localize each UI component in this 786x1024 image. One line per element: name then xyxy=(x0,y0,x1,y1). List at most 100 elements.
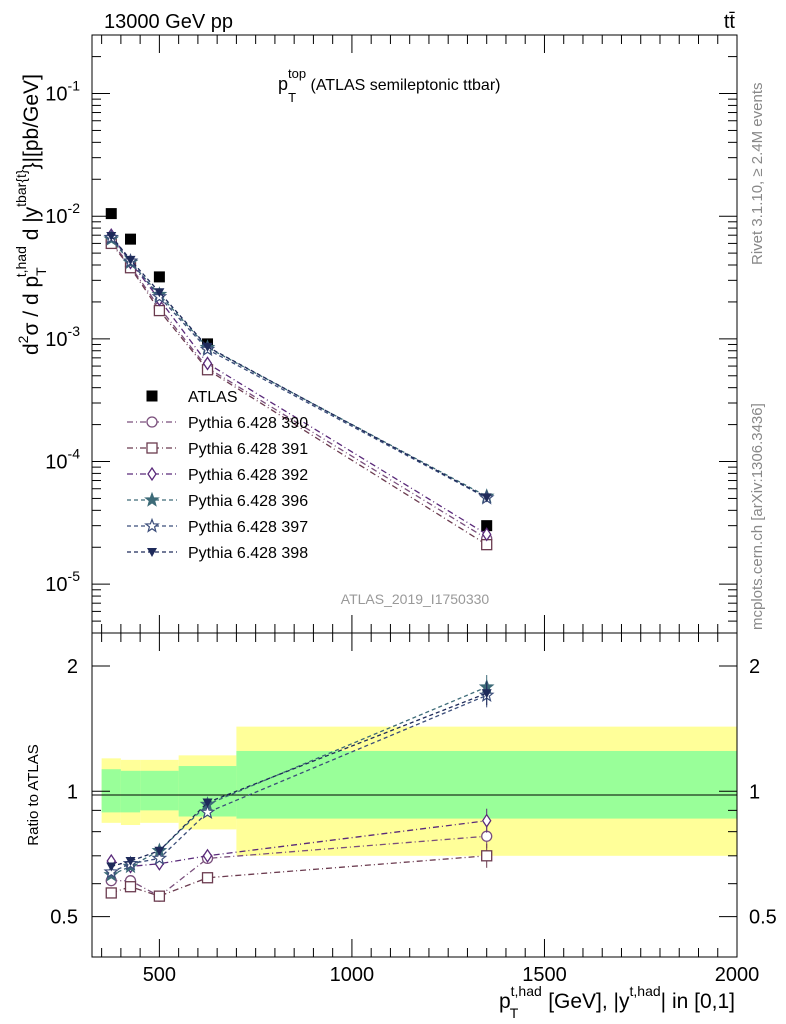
series-line xyxy=(110,235,488,498)
legend-marker xyxy=(144,517,160,533)
main-plot-title: ptop T (ATLAS semileptonic ttbar) xyxy=(278,66,500,105)
xtick-label: 500 xyxy=(143,964,176,986)
ratio-point xyxy=(481,830,493,842)
ratio-series-group xyxy=(103,675,495,902)
ratio-point xyxy=(481,689,492,699)
ratio-plot-frame xyxy=(91,632,738,958)
ratio-axis-ticks: 0.5 0.5 1 1 2 2 500 1000 1500 2000 xyxy=(50,633,777,986)
data-point xyxy=(105,208,117,220)
title-sub: T xyxy=(288,90,296,105)
data-point xyxy=(106,231,117,241)
xtick-label: 1500 xyxy=(522,964,567,986)
xtick-label: 1000 xyxy=(330,964,375,986)
legend-label: Pythia 6.428 392 xyxy=(188,467,308,484)
ratio-point xyxy=(105,887,117,899)
data-point xyxy=(202,356,213,371)
ratio-point xyxy=(124,881,137,893)
legend-label: Pythia 6.428 398 xyxy=(188,545,308,562)
data-point xyxy=(125,233,137,245)
mcplots-label: mcplots.cern.ch [arXiv:1306.3436] xyxy=(749,403,766,630)
main-axis-ticks: 10-1 10-2 10-3 10-4 10-5 xyxy=(45,35,738,634)
xaxis-label: pt,had T [GeV], |yt,had| in [0,1] xyxy=(499,983,735,1021)
main-ytick-label: 10-2 xyxy=(45,200,80,228)
legend-item: ATLAS xyxy=(146,389,238,406)
ratio-ytick-label: 1 xyxy=(67,781,78,803)
legend-label: Pythia 6.428 396 xyxy=(188,493,308,510)
main-ytick-label: 10-3 xyxy=(45,323,80,351)
ratio-series-pythia-6-428-391 xyxy=(105,843,493,902)
ratio-point xyxy=(199,804,216,819)
series-line xyxy=(110,234,488,535)
legend-marker xyxy=(147,466,157,482)
xlabel-sup2: t,had xyxy=(630,983,661,999)
legend-item: Pythia 6.428 391 xyxy=(127,441,308,458)
inner-uncertainty-band xyxy=(101,769,121,813)
xlabel-p: p xyxy=(499,990,511,1013)
legend-marker xyxy=(147,548,157,557)
ratio-point xyxy=(202,798,213,808)
legend-marker xyxy=(146,416,158,428)
ratio-ytick-label: 2 xyxy=(67,656,78,678)
inner-uncertainty-band xyxy=(236,750,737,819)
ratio-ylabel: Ratio to ATLAS xyxy=(25,744,42,845)
ratio-series-pythia-6-428-398 xyxy=(106,681,492,872)
uncertainty-bands xyxy=(101,726,737,856)
legend-label: Pythia 6.428 397 xyxy=(188,519,308,536)
ratio-line xyxy=(110,686,487,876)
main-plot-frame xyxy=(91,34,738,634)
xtick-label: 2000 xyxy=(715,964,760,986)
data-point xyxy=(481,527,492,542)
ratio-point xyxy=(481,813,492,828)
main-ylabel: d2σ / d pTt,had d |ytbar{t}}|[pb/GeV] xyxy=(13,74,49,355)
analysis-watermark: ATLAS_2019_I1750330 xyxy=(341,591,490,607)
ratio-point xyxy=(125,857,136,867)
series-pythia-6-428-398 xyxy=(106,231,492,503)
ratio-ytick-label-right: 1 xyxy=(749,781,760,803)
ylabel-subT: T xyxy=(33,267,49,276)
legend: ATLAS Pythia 6.428 390 Pythia 6.428 391 Pyt… xyxy=(127,389,308,562)
ratio-line xyxy=(111,855,487,897)
inner-uncertainty-band xyxy=(120,770,141,813)
legend-label: Pythia 6.428 390 xyxy=(188,415,308,432)
ratio-plot-panel: 0.5 0.5 1 1 2 2 500 1000 1500 2000 Ratio to ATLAS xyxy=(25,632,777,986)
data-point xyxy=(154,288,165,298)
legend-label: ATLAS xyxy=(188,389,238,406)
data-point xyxy=(481,493,492,503)
legend-item: Pythia 6.428 397 xyxy=(127,517,308,536)
header-energy: 13000 GeV pp xyxy=(104,11,233,33)
ratio-point xyxy=(481,850,493,862)
legend-marker xyxy=(146,390,158,402)
ylabel-suptbar: tbar{t} xyxy=(13,169,29,207)
title-sup: top xyxy=(288,66,306,81)
data-point xyxy=(153,271,165,283)
legend-marker xyxy=(144,491,160,507)
data-point xyxy=(481,520,493,532)
title-p: p xyxy=(278,74,288,94)
legend-item: Pythia 6.428 396 xyxy=(127,491,308,510)
header-process: tt̄ xyxy=(724,11,736,33)
main-ytick-label: 10-4 xyxy=(45,446,80,474)
ylabel-sup2: 2 xyxy=(15,335,31,343)
ratio-point xyxy=(106,862,117,872)
ratio-point xyxy=(153,890,166,902)
legend-label: Pythia 6.428 391 xyxy=(188,441,308,458)
legend-marker xyxy=(146,442,158,454)
ratio-ytick-label-right: 2 xyxy=(749,656,760,678)
xlabel-sub: T xyxy=(510,1005,519,1021)
legend-item: Pythia 6.428 392 xyxy=(127,466,308,484)
series-line xyxy=(110,237,488,499)
data-point xyxy=(202,342,213,352)
rivet-version-label: Rivet 3.1.10, ≥ 2.4M events xyxy=(749,83,766,266)
main-ytick-label: 10-5 xyxy=(45,568,80,596)
ratio-point xyxy=(202,848,213,863)
ratio-ytick-label: 0.5 xyxy=(50,907,78,929)
xlabel-sup: t,had xyxy=(511,983,542,999)
ratio-point xyxy=(201,872,214,884)
ylabel-mid: d |y xyxy=(20,206,43,246)
data-point xyxy=(153,304,166,317)
main-series-group xyxy=(103,208,495,551)
title-rest: (ATLAS semileptonic ttbar) xyxy=(306,77,500,94)
ylabel-d: d xyxy=(20,343,43,355)
ratio-ytick-label-right: 0.5 xyxy=(749,907,777,929)
